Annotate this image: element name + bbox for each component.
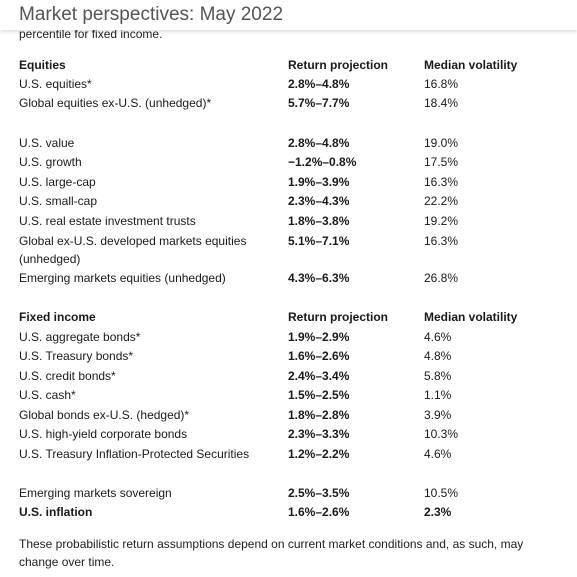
return-projection-value: 1.5%–2.5% [288,388,350,402]
table-row: U.S. inflation 1.6%–2.6% 2.3% [0,503,577,521]
median-volatility-value: 16.8% [424,77,459,91]
median-volatility-value: 1.1% [424,388,452,402]
return-projection-value: 5.1%–7.1% [288,234,350,248]
return-projection-column-header: Return projection [288,310,389,324]
median-volatility-value: 19.2% [424,214,459,228]
median-volatility-value: 4.6% [424,330,452,344]
return-projection-value: 1.2%–2.2% [288,447,350,461]
median-volatility-value: 10.3% [424,427,459,441]
table-row: U.S. Treasury bonds* 1.6%–2.6% 4.8% [0,347,577,365]
return-projection-value: 2.4%–3.4% [288,369,350,383]
return-projection-value: 1.6%–2.6% [288,349,350,363]
footnote: These probabilistic return assumptions d… [19,537,524,569]
table-row: U.S. real estate investment trusts 1.8%–… [0,212,577,230]
intro-text-fragment: percentile for fixed income. [19,27,163,41]
asset-class-name: U.S. aggregate bonds* [19,330,141,344]
asset-class-name: U.S. equities* [19,77,92,91]
return-projection-column-header: Return projection [288,58,389,72]
return-projection-value: 1.8%–3.8% [288,214,350,228]
median-volatility-value: 3.9% [424,408,452,422]
asset-class-name: U.S. credit bonds* [19,369,116,383]
return-projection-value: 2.3%–3.3% [288,427,350,441]
table-row: U.S. growth −1.2%–0.8% 17.5% [0,153,577,171]
asset-class-name: Global bonds ex-U.S. (hedged)* [19,408,190,422]
return-projection-value: 1.9%–3.9% [288,175,350,189]
median-volatility-column-header: Median volatility [424,58,518,72]
table-row: U.S. large-cap 1.9%–3.9% 16.3% [0,173,577,191]
asset-class-name: Emerging markets equities (unhedged) [19,271,226,285]
median-volatility-value: 22.2% [424,194,459,208]
asset-class-name: U.S. cash* [19,388,76,402]
median-volatility-column-header: Median volatility [424,310,518,324]
table-row: Emerging markets sovereign 2.5%–3.5% 10.… [0,484,577,502]
return-projection-value: 1.9%–2.9% [288,330,350,344]
median-volatility-value: 26.8% [424,271,459,285]
equities-column-header: Equities [19,58,66,72]
equities-header-row: Equities Return projection Median volati… [0,56,577,74]
asset-class-name: U.S. Treasury bonds* [19,349,134,363]
return-projection-value: 1.6%–2.6% [288,505,350,519]
asset-class-name: U.S. high-yield corporate bonds [19,427,188,441]
asset-class-name: U.S. large-cap [19,175,96,189]
table-row: U.S. cash* 1.5%–2.5% 1.1% [0,386,577,404]
median-volatility-value: 4.8% [424,349,452,363]
return-projection-value: 2.8%–4.8% [288,77,350,91]
table-row: Global equities ex-U.S. (unhedged)* 5.7%… [0,94,577,112]
table-row: Emerging markets equities (unhedged) 4.3… [0,269,577,287]
page-header: Market perspectives: May 2022 [0,0,577,30]
asset-class-name: Emerging markets sovereign [19,486,172,500]
fixed-income-header-row: Fixed income Return projection Median vo… [0,308,577,326]
table-row: U.S. small-cap 2.3%–4.3% 22.2% [0,192,577,210]
asset-class-name: U.S. small-cap [19,194,98,208]
median-volatility-value: 4.6% [424,447,452,461]
asset-class-name: Global equities ex-U.S. (unhedged)* [19,96,212,110]
median-volatility-value: 18.4% [424,96,459,110]
table-row: Global ex-U.S. developed markets equitie… [0,232,577,268]
table-row: U.S. high-yield corporate bonds 2.3%–3.3… [0,425,577,443]
return-projection-value: 5.7%–7.7% [288,96,350,110]
table-row: U.S. aggregate bonds* 1.9%–2.9% 4.6% [0,328,577,346]
table-row: U.S. Treasury Inflation-Protected Securi… [0,445,577,463]
median-volatility-value: 17.5% [424,155,459,169]
return-projection-value: 2.5%–3.5% [288,486,350,500]
table-row: U.S. value 2.8%–4.8% 19.0% [0,134,577,152]
return-projection-value: 2.8%–4.8% [288,136,350,150]
median-volatility-value: 10.5% [424,486,459,500]
table-row: U.S. equities* 2.8%–4.8% 16.8% [0,75,577,93]
return-projection-value: 4.3%–6.3% [288,271,350,285]
median-volatility-value: 16.3% [424,175,459,189]
asset-class-name: U.S. real estate investment trusts [19,214,196,228]
table-row: U.S. credit bonds* 2.4%–3.4% 5.8% [0,367,577,385]
fixed-income-column-header: Fixed income [19,310,96,324]
median-volatility-value: 19.0% [424,136,459,150]
table-row: Global bonds ex-U.S. (hedged)* 1.8%–2.8%… [0,406,577,424]
asset-class-name: Global ex-U.S. developed markets equitie… [19,234,247,248]
asset-class-name: U.S. Treasury Inflation-Protected Securi… [19,447,250,461]
return-projection-value: 1.8%–2.8% [288,408,350,422]
asset-class-name: U.S. value [19,136,75,150]
asset-class-name-continued: (unhedged) [19,252,81,266]
median-volatility-value: 5.8% [424,369,452,383]
median-volatility-value: 2.3% [424,505,452,519]
page-title: Market perspectives: May 2022 [19,4,284,25]
asset-class-name: U.S. inflation [19,505,93,519]
asset-class-name: U.S. growth [19,155,82,169]
median-volatility-value: 16.3% [424,234,459,248]
return-projection-value: 2.3%–4.3% [288,194,350,208]
return-projection-value: −1.2%–0.8% [288,155,357,169]
